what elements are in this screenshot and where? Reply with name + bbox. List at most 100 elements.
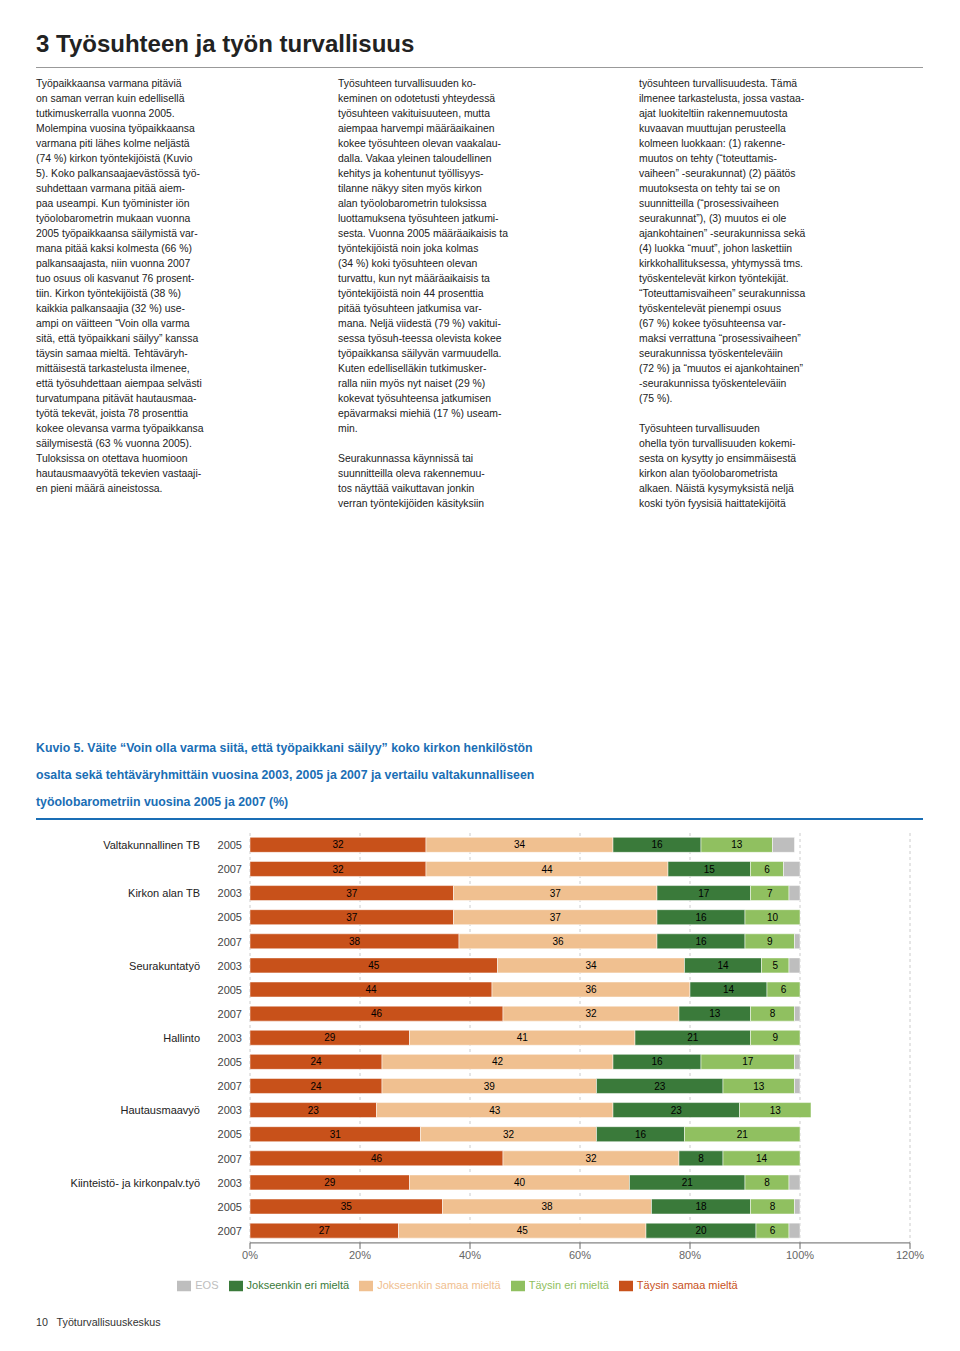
svg-text:29: 29: [324, 1177, 336, 1188]
svg-text:Valtakunnallinen TB: Valtakunnallinen TB: [103, 839, 200, 851]
svg-text:20: 20: [695, 1225, 707, 1236]
svg-text:36: 36: [585, 984, 597, 995]
svg-text:5: 5: [772, 960, 778, 971]
svg-text:44: 44: [541, 864, 553, 875]
svg-text:80%: 80%: [679, 1249, 701, 1261]
svg-text:2003: 2003: [218, 960, 242, 972]
svg-text:8: 8: [770, 1008, 776, 1019]
svg-text:8: 8: [770, 1201, 776, 1212]
svg-text:31: 31: [330, 1129, 342, 1140]
svg-text:36: 36: [552, 936, 564, 947]
svg-text:32: 32: [503, 1129, 515, 1140]
svg-text:13: 13: [709, 1008, 721, 1019]
svg-text:2007: 2007: [218, 1225, 242, 1237]
svg-text:7: 7: [767, 888, 773, 899]
svg-text:2007: 2007: [218, 863, 242, 875]
svg-text:2003: 2003: [218, 887, 242, 899]
svg-text:45: 45: [368, 960, 380, 971]
svg-text:21: 21: [682, 1177, 694, 1188]
svg-text:2003: 2003: [218, 1104, 242, 1116]
svg-text:35: 35: [341, 1201, 353, 1212]
svg-text:8: 8: [764, 1177, 770, 1188]
svg-text:32: 32: [585, 1008, 597, 1019]
svg-text:2007: 2007: [218, 1008, 242, 1020]
svg-text:6: 6: [770, 1225, 776, 1236]
svg-text:37: 37: [550, 888, 562, 899]
svg-text:16: 16: [651, 839, 663, 850]
svg-text:16: 16: [635, 1129, 647, 1140]
svg-text:29: 29: [324, 1032, 336, 1043]
svg-text:46: 46: [371, 1153, 383, 1164]
svg-text:6: 6: [764, 864, 770, 875]
svg-text:21: 21: [687, 1032, 699, 1043]
svg-text:2005: 2005: [218, 839, 242, 851]
svg-text:38: 38: [349, 936, 361, 947]
svg-text:40: 40: [514, 1177, 526, 1188]
svg-text:14: 14: [723, 984, 735, 995]
svg-text:2003: 2003: [218, 1177, 242, 1189]
svg-text:24: 24: [310, 1056, 322, 1067]
svg-text:2007: 2007: [218, 1153, 242, 1165]
svg-text:17: 17: [742, 1056, 754, 1067]
svg-text:18: 18: [695, 1201, 707, 1212]
svg-text:10: 10: [767, 912, 779, 923]
svg-text:120%: 120%: [896, 1249, 924, 1261]
svg-text:15: 15: [704, 864, 716, 875]
svg-text:46: 46: [371, 1008, 383, 1019]
html-text:Työpaikkaansa varmana pitäviä: Työpaikkaansa varmana pitäviä on saman v…: [36, 78, 204, 494]
svg-text:9: 9: [772, 1032, 778, 1043]
svg-text:40%: 40%: [459, 1249, 481, 1261]
svg-text:23: 23: [654, 1081, 666, 1092]
svg-text:Hallinto: Hallinto: [163, 1032, 200, 1044]
svg-text:2005: 2005: [218, 1201, 242, 1213]
svg-text:100%: 100%: [786, 1249, 814, 1261]
svg-text:32: 32: [585, 1153, 597, 1164]
svg-text:6: 6: [781, 984, 787, 995]
svg-text:34: 34: [514, 839, 526, 850]
svg-text:39: 39: [484, 1081, 496, 1092]
svg-text:32: 32: [332, 839, 344, 850]
svg-text:32: 32: [332, 864, 344, 875]
svg-text:Hautausmaavyö: Hautausmaavyö: [121, 1104, 201, 1116]
svg-text:2005: 2005: [218, 1056, 242, 1068]
svg-text:16: 16: [651, 1056, 663, 1067]
svg-text:41: 41: [517, 1032, 529, 1043]
svg-text:Seurakuntatyö: Seurakuntatyö: [129, 960, 200, 972]
svg-text:14: 14: [756, 1153, 768, 1164]
svg-text:37: 37: [346, 912, 358, 923]
svg-text:37: 37: [550, 912, 562, 923]
svg-text:2005: 2005: [218, 984, 242, 996]
svg-text:2005: 2005: [218, 1128, 242, 1140]
svg-text:60%: 60%: [569, 1249, 591, 1261]
svg-text:2005: 2005: [218, 911, 242, 923]
svg-text:16: 16: [695, 936, 707, 947]
svg-text:21: 21: [737, 1129, 749, 1140]
svg-text:44: 44: [365, 984, 377, 995]
svg-text:2007: 2007: [218, 936, 242, 948]
svg-text:2007: 2007: [218, 1080, 242, 1092]
svg-text:9: 9: [767, 936, 773, 947]
svg-text:17: 17: [698, 888, 710, 899]
svg-text:42: 42: [492, 1056, 504, 1067]
svg-text:2003: 2003: [218, 1032, 242, 1044]
svg-text:34: 34: [585, 960, 597, 971]
svg-text:14: 14: [717, 960, 729, 971]
svg-text:13: 13: [770, 1105, 782, 1116]
svg-text:16: 16: [695, 912, 707, 923]
svg-text:27: 27: [319, 1225, 331, 1236]
html-text:Työsuhteen turvallisuuden ko-: Työsuhteen turvallisuuden ko- keminen on…: [338, 78, 508, 509]
svg-text:0%: 0%: [242, 1249, 258, 1261]
svg-text:23: 23: [308, 1105, 320, 1116]
svg-text:20%: 20%: [349, 1249, 371, 1261]
svg-text:Kiinteistö- ja kirkonpalv.työ: Kiinteistö- ja kirkonpalv.työ: [71, 1177, 200, 1189]
svg-text:8: 8: [698, 1153, 704, 1164]
svg-text:13: 13: [731, 839, 743, 850]
svg-text:45: 45: [517, 1225, 529, 1236]
svg-text:38: 38: [541, 1201, 553, 1212]
svg-text:13: 13: [753, 1081, 765, 1092]
svg-text:Kirkon alan TB: Kirkon alan TB: [128, 887, 200, 899]
svg-text:23: 23: [671, 1105, 683, 1116]
svg-text:24: 24: [310, 1081, 322, 1092]
svg-text:43: 43: [489, 1105, 501, 1116]
svg-text:37: 37: [346, 888, 358, 899]
